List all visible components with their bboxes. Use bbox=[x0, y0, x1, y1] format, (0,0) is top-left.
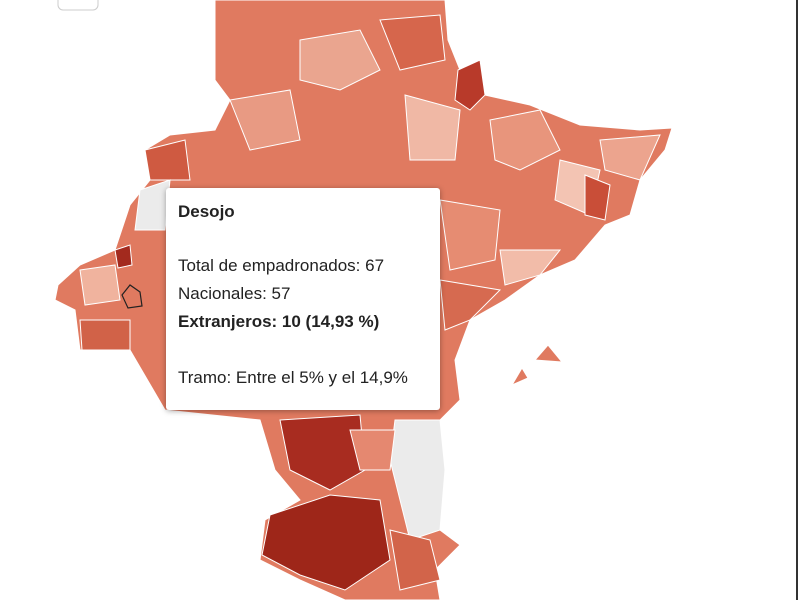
municipality bbox=[439, 199, 501, 271]
municipality bbox=[599, 134, 661, 181]
municipality bbox=[299, 29, 381, 91]
tooltip-line: Total de empadronados: 67 bbox=[178, 256, 385, 275]
municipality bbox=[389, 529, 441, 591]
municipality bbox=[79, 264, 121, 306]
municipality bbox=[439, 279, 502, 331]
tooltip-title: Desojo bbox=[178, 202, 235, 221]
municipalities bbox=[79, 14, 661, 591]
municipality bbox=[533, 344, 564, 363]
municipality bbox=[584, 174, 611, 221]
map-button[interactable] bbox=[57, 0, 99, 11]
municipality-selected[interactable] bbox=[121, 284, 143, 309]
municipality bbox=[114, 244, 133, 269]
municipality bbox=[499, 249, 562, 286]
municipality bbox=[349, 429, 396, 471]
municipality bbox=[79, 319, 131, 351]
tooltip-line: Tramo: Entre el 5% y el 14,9% bbox=[178, 368, 408, 387]
municipality bbox=[404, 94, 461, 161]
municipality bbox=[279, 414, 366, 491]
municipality bbox=[144, 139, 191, 181]
municipality bbox=[389, 419, 446, 541]
municipality bbox=[379, 14, 446, 71]
municipality bbox=[454, 59, 486, 111]
municipality bbox=[261, 494, 391, 591]
municipality bbox=[489, 109, 561, 171]
municipality bbox=[229, 89, 301, 151]
municipality bbox=[134, 179, 171, 231]
tooltip: Desojo Total de empadronados: 67 Naciona… bbox=[166, 188, 440, 410]
tooltip-line: Extranjeros: 10 (14,93 %) bbox=[178, 312, 380, 331]
municipality bbox=[510, 367, 529, 387]
tooltip-line: Nacionales: 57 bbox=[178, 284, 291, 303]
